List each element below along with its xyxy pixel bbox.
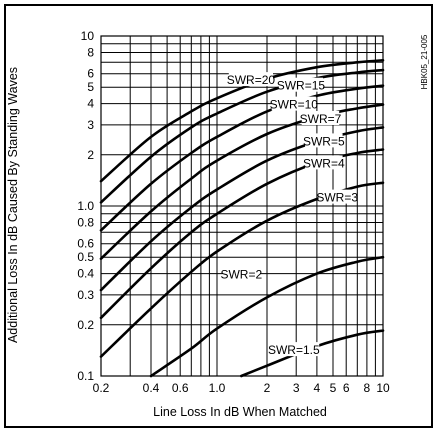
curve-label-bg <box>271 96 316 111</box>
curve-label-5: SWR=4 <box>303 156 345 170</box>
tick-label-layer: 0.2 0.4 0.6 1.0 2 3 4 5 6 8 100.10.20.30.40.50.60.… <box>77 29 390 395</box>
curve-label-6: SWR=3 <box>316 191 358 205</box>
x-tick-label: 0.6 <box>172 381 189 395</box>
y-tick-label: 0.5 <box>77 250 94 264</box>
series-line-7 <box>149 255 385 378</box>
x-tick-label: 4 <box>314 381 321 395</box>
curve-label-bg <box>228 72 273 87</box>
curve-label-0: SWR=20 <box>227 73 276 87</box>
curve-label-3: SWR=7 <box>300 112 342 126</box>
series-line-5 <box>99 148 385 320</box>
curve-label-4: SWR=5 <box>303 134 345 148</box>
series-line-3 <box>99 103 385 260</box>
curve-layer <box>99 59 385 378</box>
curve-label-1: SWR=15 <box>277 79 326 93</box>
x-tick-label: 0.4 <box>143 381 160 395</box>
series-line-0 <box>99 59 385 183</box>
x-tick-label: 2 <box>264 381 271 395</box>
x-tick-label: 6 <box>343 381 350 395</box>
series-line-6 <box>99 181 385 358</box>
curve-label-2: SWR=10 <box>270 98 319 112</box>
x-tick-label: 3 <box>293 381 300 395</box>
series-line-1 <box>99 68 385 204</box>
x-tick-label: 10 <box>376 381 390 395</box>
y-tick-label: 3 <box>87 118 94 132</box>
y-tick-label: 1.0 <box>77 199 94 213</box>
y-tick-label: 0.6 <box>77 237 94 251</box>
curve-label-bg <box>278 77 323 92</box>
curve-label-bg <box>318 189 356 204</box>
curve-label-bg <box>305 155 343 170</box>
x-tick-label: 0.2 <box>93 381 110 395</box>
curve-label-7: SWR=2 <box>220 268 262 282</box>
y-axis-title: Additional Loss In dB Caused By Standing… <box>6 67 20 343</box>
series-line-4 <box>99 126 385 292</box>
x-axis-title: Line Loss In dB When Matched <box>153 405 327 419</box>
y-tick-label: 0.4 <box>77 267 94 281</box>
y-tick-label: 5 <box>87 80 94 94</box>
chart-frame <box>4 4 433 428</box>
y-tick-label: 0.1 <box>77 369 94 383</box>
y-tick-label: 2 <box>87 148 94 162</box>
figure-id: HBK05_21-005 <box>420 34 429 89</box>
curve-label-bg <box>301 111 340 125</box>
curve-label-bg <box>222 266 260 281</box>
curve-label-bg <box>305 133 343 148</box>
curve-label-bg <box>268 342 320 357</box>
x-tick-label: 5 <box>330 381 337 395</box>
y-tick-label: 0.8 <box>77 216 94 230</box>
y-tick-label: 0.3 <box>77 288 94 302</box>
x-tick-label: 8 <box>364 381 371 395</box>
y-tick-label: 8 <box>87 46 94 60</box>
series-line-2 <box>99 84 385 232</box>
y-tick-label: 0.2 <box>77 318 94 332</box>
y-tick-label: 10 <box>81 29 95 43</box>
y-tick-label: 4 <box>87 97 94 111</box>
x-tick-label: 1.0 <box>209 381 226 395</box>
curve-label-8: SWR=1.5 <box>268 343 320 357</box>
y-tick-label: 6 <box>87 67 94 81</box>
